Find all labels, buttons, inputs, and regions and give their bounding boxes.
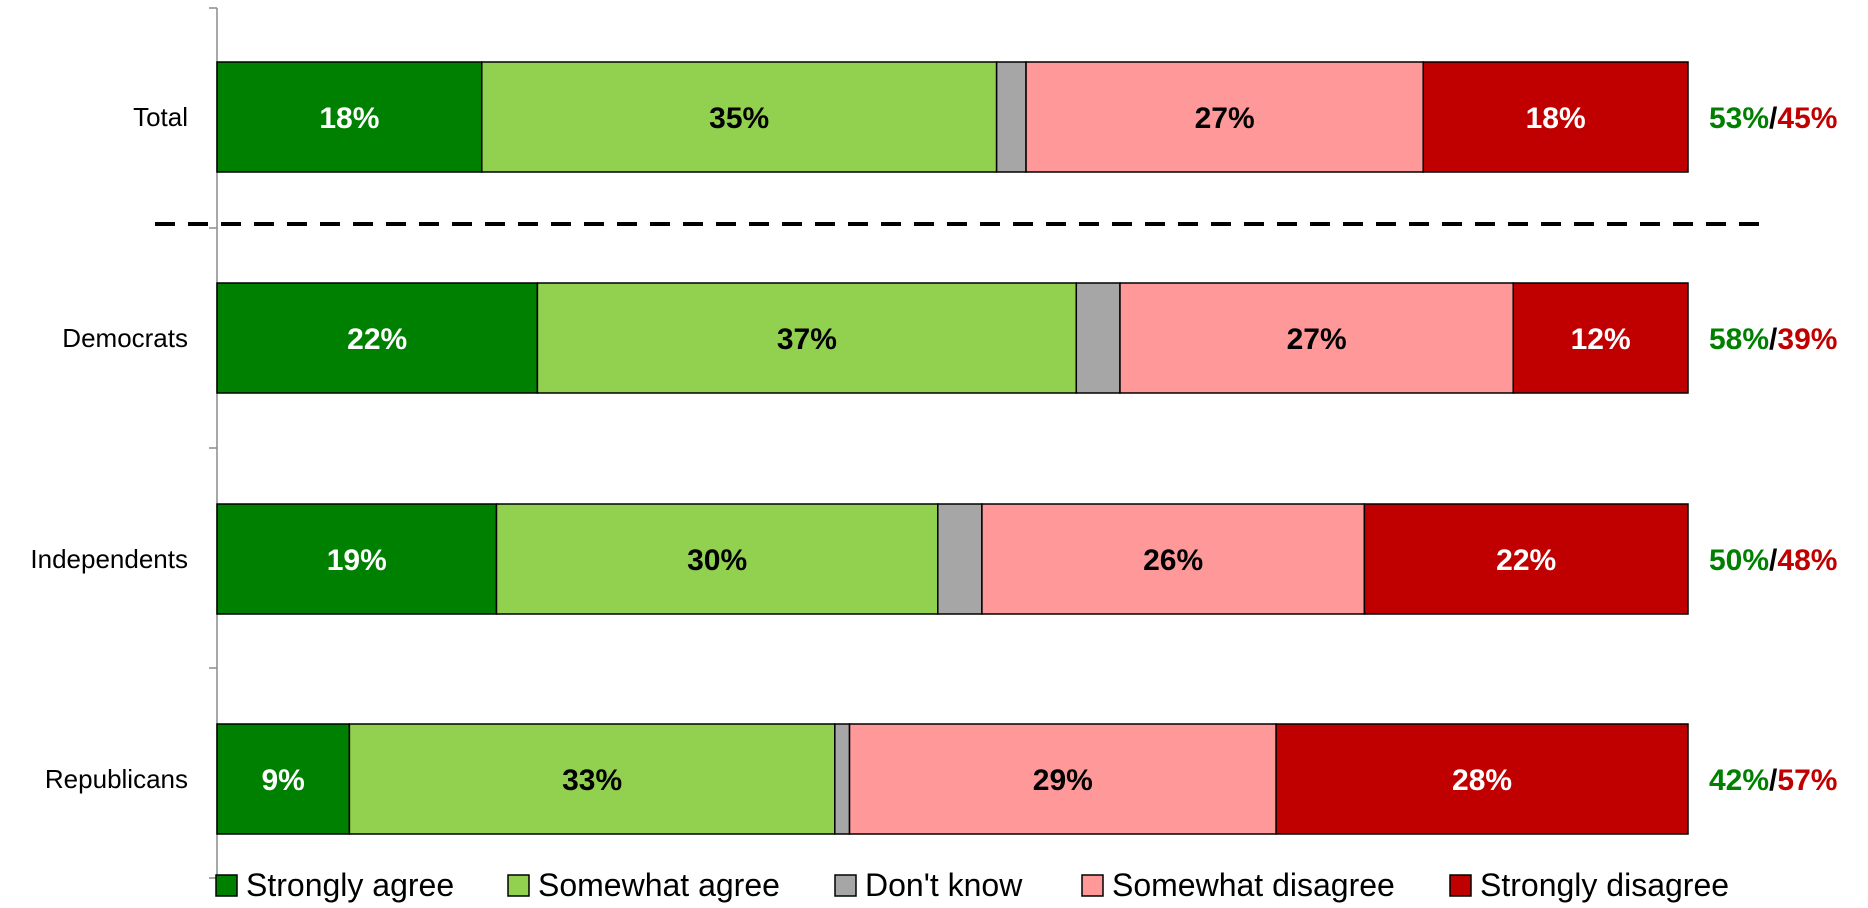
category-label-total: Total (133, 102, 188, 132)
net-total-total: 53%/45% (1709, 102, 1837, 135)
legend-swatch-strongly-agree (215, 874, 238, 897)
bar-segment-republicans-don-t-know (834, 723, 851, 835)
bar-segment-republicans-somewhat-agree (348, 723, 836, 835)
data-label-democrats-strongly-disagree: 12% (1571, 323, 1631, 356)
data-label-republicans-somewhat-disagree: 29% (1033, 764, 1093, 797)
legend-label-somewhat-agree: Somewhat agree (538, 867, 780, 903)
net-total-disagree: 48% (1777, 544, 1837, 577)
net-total-agree: 53% (1709, 102, 1769, 135)
net-total-agree: 42% (1709, 764, 1769, 797)
totals-group: 53%/45%58%/39%50%/48%42%/57% (1709, 102, 1837, 797)
data-label-total-somewhat-disagree: 27% (1195, 102, 1255, 135)
net-total-democrats: 58%/39% (1709, 323, 1837, 356)
bar-segment-total-strongly-disagree (1422, 61, 1689, 173)
data-label-independents-somewhat-agree: 30% (687, 544, 747, 577)
net-total-republicans: 42%/57% (1709, 764, 1837, 797)
category-label-democrats: Democrats (62, 323, 188, 353)
y-axis-ticks (209, 7, 217, 879)
bar-segment-democrats-strongly-disagree (1512, 282, 1689, 394)
legend-label-somewhat-disagree: Somewhat disagree (1112, 867, 1395, 903)
bar-segment-democrats-strongly-agree (216, 282, 539, 394)
data-label-republicans-strongly-agree: 9% (262, 764, 305, 797)
bar-segment-independents-somewhat-agree (495, 503, 939, 615)
net-total-independents: 50%/48% (1709, 544, 1837, 577)
bar-segment-republicans-strongly-disagree (1275, 723, 1689, 835)
net-total-disagree: 45% (1777, 102, 1837, 135)
category-label-independents: Independents (30, 544, 188, 574)
bar-segment-democrats-somewhat-disagree (1119, 282, 1514, 394)
net-total-separator: / (1769, 323, 1778, 356)
legend-swatch-strongly-disagree (1449, 874, 1472, 897)
data-label-republicans-somewhat-agree: 33% (562, 764, 622, 797)
category-label-republicans: Republicans (45, 764, 188, 794)
net-total-agree: 50% (1709, 544, 1769, 577)
data-label-independents-somewhat-disagree: 26% (1143, 544, 1203, 577)
category-labels: Total Democrats Independents Republicans (30, 102, 188, 794)
data-label-total-strongly-agree: 18% (319, 102, 379, 135)
bar-segment-republicans-somewhat-disagree (848, 723, 1277, 835)
legend-label-strongly-disagree: Strongly disagree (1480, 867, 1729, 903)
legend-swatch-don-t-know (834, 874, 857, 897)
legend-swatch-somewhat-disagree (1081, 874, 1104, 897)
net-total-disagree: 57% (1777, 764, 1837, 797)
bar-segment-total-somewhat-agree (481, 61, 998, 173)
net-total-separator: / (1769, 102, 1778, 135)
bar-segment-republicans-strongly-agree (216, 723, 351, 835)
data-label-independents-strongly-agree: 19% (327, 544, 387, 577)
legend: Strongly agree Somewhat agree Don't know So… (215, 867, 1729, 903)
net-total-separator: / (1769, 764, 1778, 797)
bar-segment-democrats-somewhat-agree (536, 282, 1078, 394)
bar-segment-independents-strongly-disagree (1363, 503, 1689, 615)
data-label-democrats-somewhat-agree: 37% (777, 323, 837, 356)
data-label-total-somewhat-agree: 35% (709, 102, 769, 135)
net-total-separator: / (1769, 544, 1778, 577)
bar-segment-independents-somewhat-disagree (981, 503, 1366, 615)
bars-group: 18% 35% 27% 18% 22% 37% 27% 12% 19% 30% 26% 22% 9% 33… (216, 61, 1689, 835)
bar-segment-total-don-t-know (995, 61, 1027, 173)
data-label-total-strongly-disagree: 18% (1526, 102, 1586, 135)
net-total-disagree: 39% (1777, 323, 1837, 356)
data-label-independents-strongly-disagree: 22% (1496, 544, 1556, 577)
bar-segment-democrats-don-t-know (1075, 282, 1121, 394)
legend-swatch-somewhat-agree (507, 874, 530, 897)
bar-segment-independents-don-t-know (937, 503, 983, 615)
data-label-democrats-strongly-agree: 22% (347, 323, 407, 356)
net-total-agree: 58% (1709, 323, 1769, 356)
data-label-republicans-strongly-disagree: 28% (1452, 764, 1512, 797)
data-label-democrats-somewhat-disagree: 27% (1287, 323, 1347, 356)
legend-label-don-t-know: Don't know (865, 867, 1023, 903)
bar-segment-total-somewhat-disagree (1025, 61, 1424, 173)
legend-label-strongly-agree: Strongly agree (246, 867, 454, 903)
